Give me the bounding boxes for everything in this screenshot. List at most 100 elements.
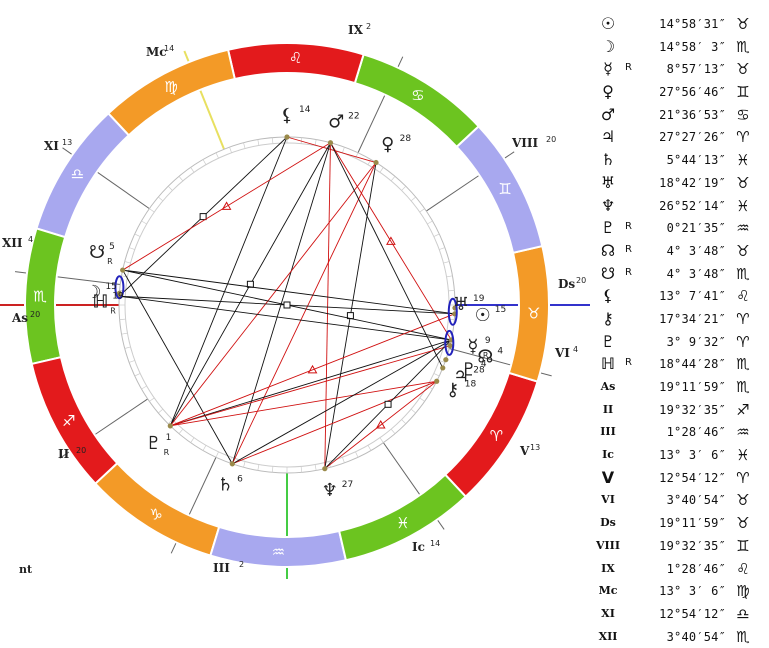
position-row: VI 3°40′54″ ♉ bbox=[592, 489, 762, 512]
position-row: ♆ 26°52′14″ ♓ bbox=[592, 195, 762, 218]
position-degree: 26°52′14″ bbox=[659, 198, 726, 213]
house-label-viii: VIII bbox=[511, 136, 539, 150]
position-symbol: Mc bbox=[598, 584, 618, 598]
position-row: ♅ 18°42′19″ ♉ bbox=[592, 172, 762, 195]
rim-tick bbox=[134, 233, 141, 237]
house-cusp-inner-line bbox=[199, 89, 225, 150]
house-cusp-inner-line bbox=[449, 347, 512, 366]
position-sign-glyph: ♓ bbox=[736, 151, 750, 170]
rim-tick bbox=[119, 318, 126, 320]
position-symbol: ☽ bbox=[600, 36, 616, 56]
position-row: II 19°32′35″ ♐ bbox=[592, 399, 762, 422]
rim-tick bbox=[141, 220, 147, 225]
house-cusp-inner-line bbox=[425, 174, 480, 212]
aspect-line bbox=[330, 142, 452, 341]
position-sign-glyph: ♒ bbox=[736, 423, 750, 442]
aspect-trine-icon bbox=[307, 364, 318, 374]
planet-dot bbox=[327, 140, 334, 146]
position-symbol: ♅ bbox=[600, 172, 616, 192]
rim-tick bbox=[158, 408, 164, 414]
aspect-line bbox=[170, 380, 437, 427]
position-symbol: ♃ bbox=[600, 127, 616, 147]
rim-tick bbox=[390, 428, 396, 434]
rim-tick bbox=[433, 373, 440, 377]
zodiac-glyph-virgo: ♍ bbox=[164, 78, 177, 96]
rim-tick bbox=[300, 466, 302, 473]
zodiac-glyph-capricorn: ♑ bbox=[149, 505, 162, 523]
planet-degree: 4 bbox=[481, 360, 487, 370]
position-sign-glyph: ♉ bbox=[736, 491, 750, 510]
planet-retrograde-flag: R bbox=[107, 257, 113, 266]
position-degree: 3°40′54″ bbox=[666, 493, 726, 508]
position-row: ☉ 14°58′31″ ♉ bbox=[592, 13, 762, 36]
rim-tick bbox=[124, 346, 131, 349]
position-sign-glyph: ♓ bbox=[736, 446, 750, 465]
planet-retrograde-flag: R bbox=[110, 306, 116, 315]
position-row: ⚸ 13° 7′41″ ♌ bbox=[592, 285, 762, 308]
rim-tick bbox=[401, 185, 407, 191]
position-symbol: V bbox=[601, 467, 615, 487]
aspect-trine-icon bbox=[386, 236, 396, 245]
planet-dot bbox=[229, 461, 235, 467]
aspect-line bbox=[170, 339, 452, 427]
position-symbol: ♀ bbox=[602, 82, 614, 102]
position-sign-glyph: ♒ bbox=[736, 219, 750, 238]
house-cusp-inner-line bbox=[96, 171, 150, 210]
position-row: ♃ 27°27′26″ ♈ bbox=[592, 126, 762, 149]
position-sign-glyph: ♌ bbox=[736, 559, 750, 578]
planet-glyph: ☉ bbox=[475, 305, 491, 326]
position-row: XII 3°40′54″ ♏ bbox=[592, 626, 762, 648]
aspect-line bbox=[122, 269, 233, 465]
planet-degree: 14 bbox=[299, 105, 311, 115]
aspect-trine-icon bbox=[375, 419, 386, 429]
retrograde-flag: R bbox=[625, 357, 632, 369]
position-row: III 1°28′46″ ♒ bbox=[592, 421, 762, 444]
position-degree: 19°11′59″ bbox=[659, 516, 726, 531]
rim-tick bbox=[190, 437, 195, 443]
house-label-vi: VI bbox=[554, 346, 570, 360]
position-degree: 27°27′26″ bbox=[659, 130, 726, 145]
footer-label: nt bbox=[19, 563, 33, 576]
position-symbol: ♂ bbox=[600, 104, 616, 124]
house-label-xi: XI bbox=[44, 139, 59, 153]
position-symbol: III bbox=[600, 425, 616, 439]
position-sign-glyph: ♋ bbox=[736, 105, 750, 124]
rim-tick bbox=[419, 208, 425, 213]
rim-tick bbox=[401, 419, 407, 425]
conjunction-oval bbox=[444, 329, 455, 356]
rim-tick bbox=[448, 290, 455, 292]
planet-glyph: ☋ bbox=[89, 242, 105, 263]
conjunction-oval bbox=[114, 275, 125, 300]
position-degree: 13° 3′ 6″ bbox=[659, 584, 726, 599]
rim-tick bbox=[355, 152, 359, 159]
planet-dot bbox=[167, 423, 173, 429]
rim-tick bbox=[427, 385, 433, 390]
rim-tick bbox=[433, 233, 440, 237]
planet-glyph: ⚸ bbox=[280, 105, 293, 126]
position-sign-glyph: ♓ bbox=[736, 196, 750, 215]
aspect-square-icon bbox=[384, 400, 392, 408]
zodiac-glyph-pisces: ♓ bbox=[396, 514, 409, 532]
aspect-line bbox=[232, 380, 437, 465]
zodiac-glyph-gemini: ♊ bbox=[498, 180, 511, 198]
retrograde-flag: R bbox=[625, 243, 632, 255]
aspect-line bbox=[324, 380, 437, 470]
position-symbol: Ds bbox=[600, 516, 616, 530]
planet-dot bbox=[434, 378, 440, 384]
zodiac-glyph-scorpio: ♏ bbox=[33, 287, 47, 305]
rim-tick bbox=[190, 167, 195, 173]
position-degree: 0°21′35″ bbox=[666, 221, 726, 236]
rim-tick bbox=[439, 247, 445, 250]
rim-tick bbox=[300, 137, 302, 144]
planet-glyph: ♂ bbox=[328, 111, 344, 132]
position-degree: 17°34′21″ bbox=[659, 311, 726, 326]
aspect-line bbox=[232, 339, 452, 465]
position-symbol: VI bbox=[601, 493, 615, 507]
rim-tick bbox=[158, 196, 164, 202]
planet-degree: 19 bbox=[112, 291, 124, 301]
position-sign-glyph: ♏ bbox=[736, 37, 750, 56]
planet-glyph: ♀ bbox=[381, 134, 394, 155]
planet-glyph: ⚷ bbox=[446, 379, 459, 400]
house-label-mc: Mc bbox=[146, 45, 167, 59]
rim-tick bbox=[124, 261, 131, 264]
